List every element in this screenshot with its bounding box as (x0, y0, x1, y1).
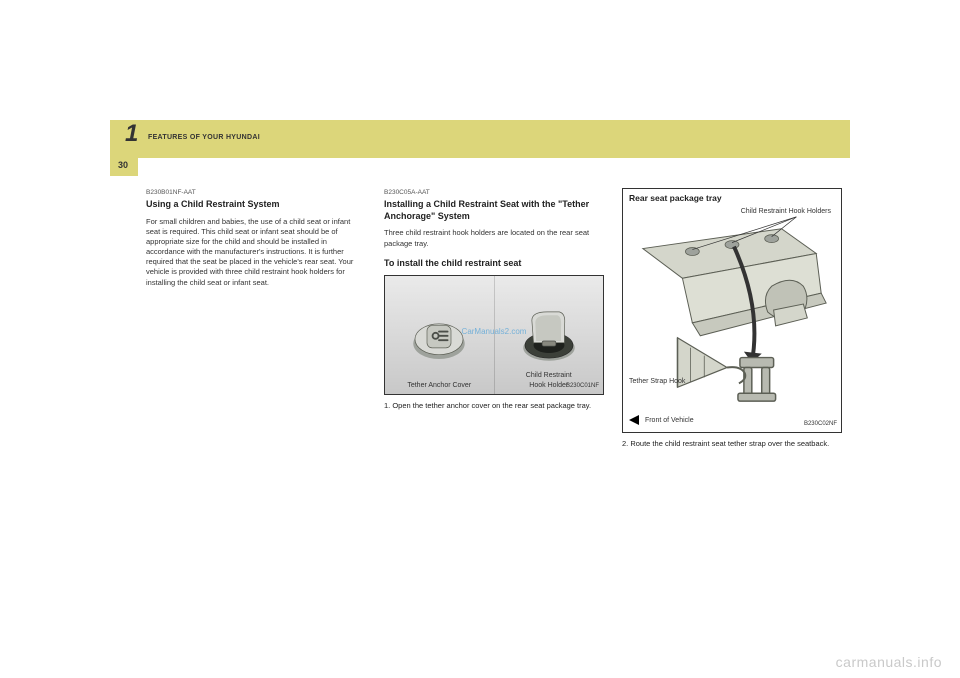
column-1: B230B01NF-AAT Using a Child Restraint Sy… (146, 188, 366, 548)
section-subheading: To install the child restraint seat (384, 257, 604, 270)
page-number: 30 (118, 160, 128, 170)
section-heading: Installing a Child Restraint Seat with t… (384, 199, 604, 222)
arrow-left-icon (629, 415, 639, 425)
figure-rear-seat: Rear seat package tray Child Restraint H… (622, 188, 842, 433)
section-heading: Using a Child Restraint System (146, 199, 366, 211)
label-text: Front of Vehicle (645, 417, 694, 424)
rear-seat-diagram-icon (623, 189, 841, 432)
section-body: Three child restraint hook holders are l… (384, 228, 604, 248)
chapter-title: FEATURES OF YOUR HYUNDAI (148, 134, 260, 141)
column-3: Rear seat package tray Child Restraint H… (622, 188, 842, 548)
figure-id: B230C01NF (566, 382, 599, 390)
caption-line: Hook Holder (529, 382, 568, 389)
section-code: B230B01NF-AAT (146, 188, 366, 197)
content-columns: B230B01NF-AAT Using a Child Restraint Sy… (146, 188, 846, 548)
figure-left-caption: Tether Anchor Cover (385, 381, 494, 391)
figure-watermark: CarManuals2.com (462, 326, 527, 337)
chapter-number: 1 (125, 120, 138, 148)
label-tether-strap: Tether Strap Hook (629, 377, 685, 387)
page-watermark: carmanuals.info (836, 654, 942, 670)
column-2: B230C05A-AAT Installing a Child Restrain… (384, 188, 604, 548)
label-front-of-vehicle: Front of Vehicle (629, 415, 694, 426)
caption-line: Child Restraint (526, 372, 572, 379)
figure-anchor-cover: Tether Anchor Cover Child Restraint (384, 275, 604, 395)
page: 1 FEATURES OF YOUR HYUNDAI 30 B230B01NF-… (110, 120, 850, 550)
section-code: B230C05A-AAT (384, 188, 604, 197)
step-text: 1. Open the tether anchor cover on the r… (384, 401, 604, 411)
section-body: For small children and babies, the use o… (146, 217, 366, 288)
figure-id: B230C02NF (804, 420, 837, 428)
step-text: 2. Route the child restraint seat tether… (622, 439, 842, 449)
